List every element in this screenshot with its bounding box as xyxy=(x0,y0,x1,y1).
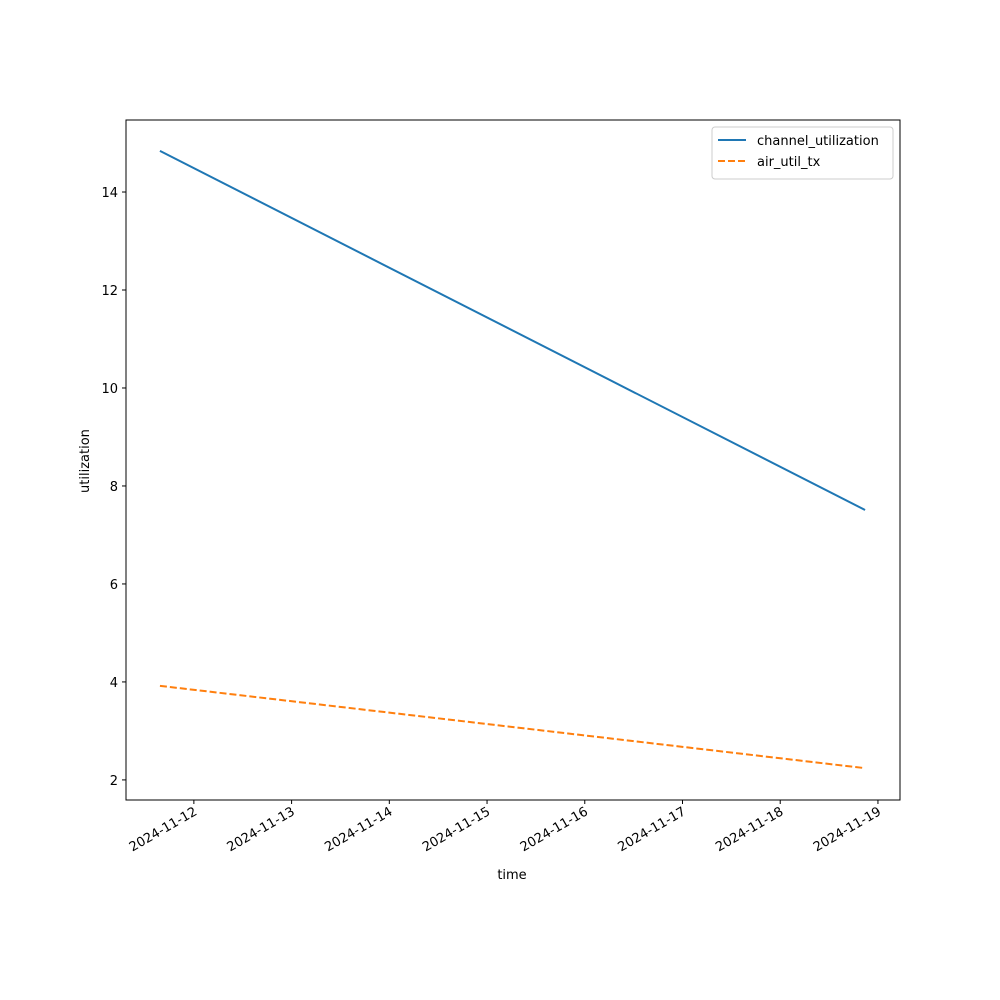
y-tick-label: 4 xyxy=(110,676,118,691)
legend-label: air_util_tx xyxy=(757,155,821,170)
y-tick-label: 6 xyxy=(110,578,118,593)
x-axis-label: time xyxy=(497,868,526,883)
series-line xyxy=(159,684,866,770)
plot-frame xyxy=(125,119,901,801)
series-line xyxy=(159,149,866,511)
legend-box xyxy=(711,126,894,180)
y-tick-label: 8 xyxy=(110,480,118,495)
y-tick-label: 12 xyxy=(101,284,118,299)
y-tick-label: 2 xyxy=(110,774,118,789)
y-tick-label: 10 xyxy=(101,382,118,397)
y-tick-label: 14 xyxy=(101,186,118,201)
legend-label: channel_utilization xyxy=(757,134,879,149)
y-axis-label: utilization xyxy=(78,429,93,493)
